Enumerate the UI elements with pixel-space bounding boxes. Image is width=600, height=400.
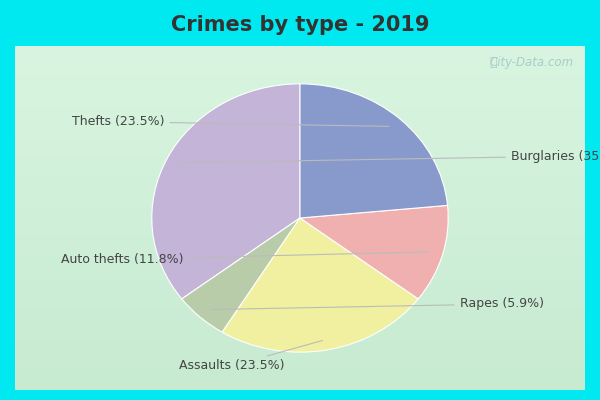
Wedge shape: [152, 84, 300, 299]
Text: Crimes by type - 2019: Crimes by type - 2019: [171, 15, 429, 35]
Text: Thefts (23.5%): Thefts (23.5%): [72, 115, 389, 128]
Text: City-Data.com: City-Data.com: [490, 56, 574, 69]
Wedge shape: [300, 205, 448, 299]
Text: Assaults (23.5%): Assaults (23.5%): [179, 340, 323, 372]
Wedge shape: [222, 218, 418, 352]
Text: Burglaries (35.3%): Burglaries (35.3%): [181, 150, 600, 163]
Text: Auto thefts (11.8%): Auto thefts (11.8%): [61, 252, 429, 266]
Text: Rapes (5.9%): Rapes (5.9%): [211, 298, 544, 310]
Wedge shape: [300, 84, 448, 218]
Wedge shape: [182, 218, 300, 332]
Text: ⓘ: ⓘ: [489, 56, 497, 69]
